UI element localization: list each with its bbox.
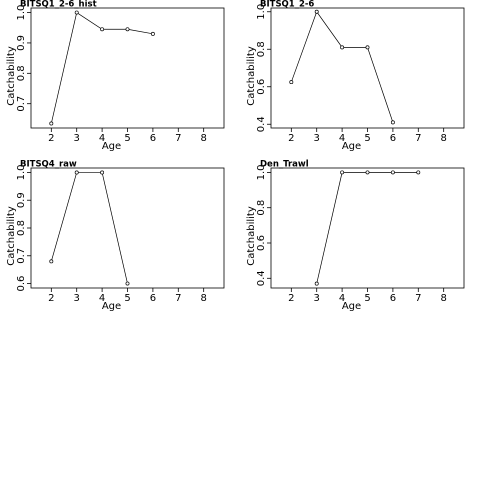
x-axis-label: Age [102,301,121,312]
x-tick-label: 7 [175,293,181,304]
panel-title: BITSQ1_2-6_hist [20,0,97,10]
x-axis-label: Age [342,141,361,152]
plot-frame [30,167,225,289]
x-tick-label: 2 [48,293,54,304]
point [74,170,79,175]
point [289,80,294,85]
x-tick-label: 7 [415,293,421,304]
x-tick-label: 5 [364,133,370,144]
point [150,31,155,36]
y-tick-label: 1.0 [256,164,267,180]
x-axis-label: Age [342,301,361,312]
y-tick-label: 0.9 [16,192,27,208]
point [49,121,54,126]
y-axis-label: Catchability [6,46,17,106]
y-tick-label: 0.8 [256,41,267,57]
point [314,281,319,286]
y-tick-label: 0.6 [16,276,27,292]
point [390,170,395,175]
y-tick-label: 0.8 [256,200,267,216]
y-tick-label: 0.6 [256,79,267,95]
x-tick-label: 5 [124,293,130,304]
y-tick-label: 0.4 [256,270,267,286]
x-tick-label: 2 [288,293,294,304]
panel-title: BITSQ4_raw [20,160,77,170]
line [50,172,128,284]
line [290,11,394,123]
plot-frame [30,7,225,129]
point [125,281,130,286]
line [316,172,419,284]
y-tick-label: 0.7 [16,96,27,112]
y-tick-label: 1.0 [256,4,267,20]
point [100,170,105,175]
x-tick-label: 7 [175,133,181,144]
panel-title: Den_Trawl [260,160,309,170]
y-tick-label: 0.4 [256,116,267,132]
plot-frame [270,7,465,129]
point [416,170,421,175]
plot-frame [270,167,465,289]
x-tick-label: 7 [415,133,421,144]
y-axis-label: Catchability [246,46,257,106]
x-tick-label: 8 [440,293,446,304]
x-tick-label: 6 [150,133,156,144]
point [365,45,370,50]
y-tick-label: 0.7 [16,248,27,264]
x-tick-label: 6 [150,293,156,304]
y-axis-label: Catchability [6,206,17,266]
x-tick-label: 4 [339,133,345,144]
point [314,9,319,14]
x-tick-label: 5 [364,293,370,304]
x-tick-label: 4 [99,293,105,304]
point [74,10,79,15]
point [100,27,105,32]
y-tick-label: 1.0 [16,5,27,21]
x-tick-label: 3 [74,293,80,304]
x-tick-label: 4 [99,133,105,144]
x-tick-label: 4 [339,293,345,304]
point [340,45,345,50]
panel-title: BITSQ1_2-6 [260,0,314,10]
y-axis-label: Catchability [246,206,257,266]
y-tick-label: 0.9 [16,35,27,51]
x-tick-label: 5 [124,133,130,144]
point [390,120,395,125]
x-tick-label: 2 [48,133,54,144]
x-tick-label: 3 [314,133,320,144]
x-axis-label: Age [102,141,121,152]
x-tick-label: 6 [390,293,396,304]
point [340,170,345,175]
x-tick-label: 8 [200,133,206,144]
x-tick-label: 3 [74,133,80,144]
point [365,170,370,175]
x-tick-label: 8 [440,133,446,144]
y-tick-label: 1.0 [16,164,27,180]
y-tick-label: 0.6 [256,235,267,251]
x-tick-label: 8 [200,293,206,304]
y-tick-label: 0.8 [16,65,27,81]
point [125,27,130,32]
x-tick-label: 2 [288,133,294,144]
point [49,259,54,264]
x-tick-label: 6 [390,133,396,144]
y-tick-label: 0.8 [16,220,27,236]
x-tick-label: 3 [314,293,320,304]
